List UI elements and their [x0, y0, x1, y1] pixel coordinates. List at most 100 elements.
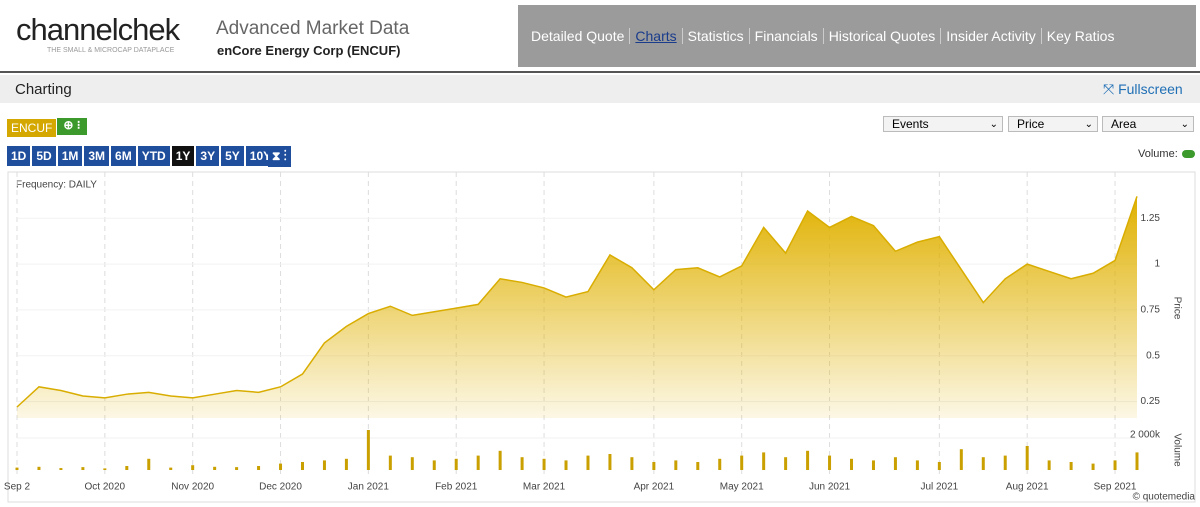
- custom-range-button[interactable]: ⧗ ⁝: [268, 146, 291, 167]
- price-area: [17, 196, 1137, 418]
- volume-bar: [15, 467, 19, 470]
- volume-bar: [344, 458, 348, 470]
- company-name: enCore Energy Corp (ENCUF): [217, 43, 401, 58]
- volume-bar: [959, 449, 963, 470]
- volume-bar: [586, 455, 590, 470]
- volume-bar: [762, 452, 766, 470]
- range-button[interactable]: 1M: [57, 146, 83, 166]
- volume-bar: [410, 457, 414, 470]
- volume-bar: [784, 457, 788, 470]
- x-tick-label: Dec 2020: [259, 482, 302, 493]
- section-title: Charting: [15, 81, 72, 98]
- add-button[interactable]: ⊕ ⁝: [57, 118, 87, 135]
- volume-bar: [279, 463, 283, 470]
- range-button[interactable]: 5Y: [221, 146, 244, 166]
- nav-link[interactable]: Key Ratios: [1046, 28, 1115, 44]
- range-button[interactable]: YTD: [137, 146, 170, 166]
- nav-link[interactable]: Financials: [750, 28, 824, 44]
- volume-bar: [81, 467, 85, 470]
- dropdown-caret[interactable]: ⌄: [1084, 119, 1093, 130]
- x-tick-label: Jul 2021: [920, 482, 958, 493]
- dropdown-label[interactable]: Area: [1111, 117, 1137, 131]
- volume-bar: [213, 466, 217, 470]
- volume-bar: [630, 457, 634, 470]
- x-tick-label: Jun 2021: [809, 482, 851, 493]
- volume-bar: [125, 466, 129, 470]
- axis-label: Price: [1171, 297, 1182, 320]
- credit: © quotemedia: [1133, 492, 1196, 503]
- volume-bar: [103, 468, 107, 470]
- volume-bar: [652, 462, 656, 470]
- volume-bar: [806, 450, 810, 470]
- range-button[interactable]: 1D: [7, 146, 31, 166]
- dropdown[interactable]: Events ⌄: [883, 116, 1003, 132]
- volume-bar: [1091, 463, 1095, 470]
- nav-link[interactable]: Statistics: [683, 28, 750, 44]
- y-tick-label: 1: [1154, 259, 1160, 270]
- range-button[interactable]: 3M: [84, 146, 110, 166]
- volume-toggle[interactable]: [1182, 150, 1195, 158]
- x-tick-label: Jan 2021: [348, 482, 390, 493]
- volume-bar: [432, 460, 436, 470]
- volume-bar: [1003, 455, 1007, 470]
- volume-bar: [37, 466, 41, 470]
- dropdown-caret[interactable]: ⌄: [1180, 119, 1189, 130]
- axis-label: Volume: [1171, 433, 1182, 467]
- volume-bar: [608, 454, 612, 470]
- volume-bar: [322, 460, 326, 470]
- y-tick-label: 0.75: [1141, 305, 1161, 316]
- volume-bar: [1069, 462, 1073, 470]
- nav-link[interactable]: Historical Quotes: [824, 28, 942, 44]
- volume-bar: [981, 457, 985, 470]
- y-tick-label: 0.5: [1146, 350, 1160, 361]
- range-buttons: 1D 5D 1M 3M 6M YTD 1Y 3Y 5Y 10Y: [7, 146, 277, 166]
- fullscreen-button[interactable]: ⤧ Fullscreen: [1103, 81, 1183, 97]
- x-tick-label: Aug 2021: [1006, 482, 1049, 493]
- volume-bar: [718, 458, 722, 470]
- x-tick-label: May 2021: [720, 482, 764, 493]
- nav-link[interactable]: Detailed Quote: [526, 28, 631, 44]
- dropdown-caret[interactable]: ⌄: [989, 119, 998, 130]
- nav-bar: Detailed Quote Charts Statistics Financials…: [518, 5, 1196, 67]
- volume-bar: [59, 468, 63, 470]
- volume-bar: [696, 462, 700, 470]
- volume-bar: [1047, 460, 1051, 470]
- volume-bar: [542, 458, 546, 470]
- dropdown[interactable]: Area ⌄: [1102, 116, 1194, 132]
- range-button[interactable]: 10Y: [245, 146, 276, 166]
- nav-link[interactable]: Insider Activity: [941, 28, 1042, 44]
- range-button[interactable]: 3Y: [196, 146, 220, 166]
- volume-bar: [191, 465, 195, 470]
- x-tick-label: Sep 2: [4, 482, 31, 493]
- range-button[interactable]: 1Y: [171, 146, 195, 166]
- range-button[interactable]: 6M: [111, 146, 136, 166]
- volume-toggle-label: Volume:: [1138, 148, 1178, 160]
- volume-bar: [740, 455, 744, 470]
- volume-bar: [937, 462, 941, 470]
- logo[interactable]: channelchek: [16, 12, 180, 47]
- price-line: [16, 196, 1138, 408]
- volume-bar: [915, 460, 919, 470]
- nav-link[interactable]: Charts: [630, 28, 683, 44]
- dropdown-label[interactable]: Events: [892, 117, 929, 131]
- volume-bar: [454, 458, 458, 470]
- divider: [0, 71, 1200, 73]
- x-tick-label: Feb 2021: [435, 482, 478, 493]
- volume-bar: [235, 467, 239, 470]
- symbol-tag[interactable]: ENCUF: [7, 119, 57, 137]
- x-tick-label: Oct 2020: [85, 482, 126, 493]
- dropdown[interactable]: Price ⌄: [1008, 116, 1098, 132]
- range-button[interactable]: 5D: [32, 146, 56, 166]
- volume-bar: [169, 467, 173, 470]
- volume-bar: [388, 455, 392, 470]
- chart-frame: [7, 171, 1196, 503]
- x-tick-label: Mar 2021: [523, 482, 566, 493]
- volume-bar: [564, 460, 568, 470]
- x-tick-label: Nov 2020: [171, 482, 214, 493]
- dropdown-label[interactable]: Price: [1017, 117, 1045, 131]
- fullscreen-label[interactable]: Fullscreen: [1118, 81, 1183, 97]
- volume-bar: [893, 457, 897, 470]
- page-title: Advanced Market Data: [216, 18, 410, 39]
- volume-bar: [147, 458, 151, 470]
